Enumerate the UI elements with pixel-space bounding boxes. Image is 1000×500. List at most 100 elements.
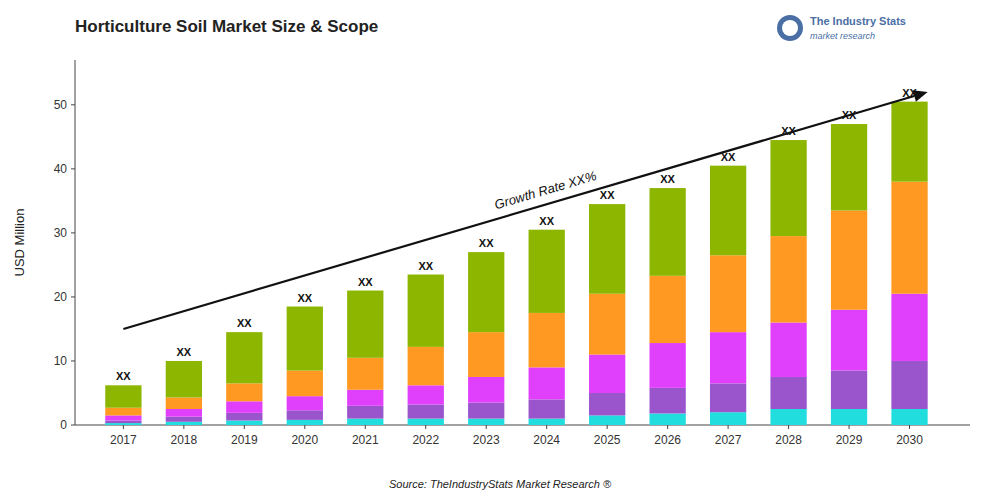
x-tick-label: 2019 [231, 433, 258, 447]
y-tick-label: 40 [54, 162, 68, 176]
bar-segment [408, 275, 444, 347]
bar-segment [831, 210, 867, 309]
bar-segment [347, 291, 383, 358]
bar-segment [770, 236, 806, 322]
x-tick-label: 2025 [594, 433, 621, 447]
bar-label: XX [539, 215, 554, 227]
bar-segment [226, 332, 262, 383]
bar-segment [529, 419, 565, 425]
bar-segment [589, 204, 625, 294]
bar-segment [347, 419, 383, 425]
bar-segment [468, 403, 504, 419]
x-tick [365, 425, 366, 429]
bar-segment [468, 332, 504, 377]
bar-label: XX [418, 260, 433, 272]
bar-segment [710, 383, 746, 412]
x-tick-label: 2027 [715, 433, 742, 447]
logo-text: market research [810, 31, 875, 41]
bar-segment [831, 124, 867, 210]
y-tick-label: 10 [54, 354, 68, 368]
bar-segment [105, 408, 141, 416]
y-tick [71, 296, 75, 297]
x-tick [546, 425, 547, 429]
bar-segment [891, 294, 927, 361]
bar-segment [347, 406, 383, 419]
bar-label: XX [116, 370, 131, 382]
bar-segment [710, 166, 746, 256]
bar-segment [166, 409, 202, 417]
logo-icon [777, 15, 803, 41]
x-tick-label: 2018 [170, 433, 197, 447]
bar-segment [770, 377, 806, 409]
bar-segment [468, 252, 504, 332]
bar-segment [589, 415, 625, 425]
growth-arrow-head [913, 90, 928, 102]
source: Source: TheIndustryStats Market Research… [389, 478, 612, 490]
x-tick [123, 425, 124, 429]
x-tick [244, 425, 245, 429]
bar-segment [105, 385, 141, 407]
bar-segment [529, 230, 565, 313]
x-tick-label: 2029 [836, 433, 863, 447]
x-tick-label: 2021 [352, 433, 379, 447]
title: Horticulture Soil Market Size & Scope [75, 17, 378, 36]
bar-segment [347, 390, 383, 406]
bar-segment [649, 388, 685, 414]
y-axis-line [75, 60, 76, 425]
x-tick [304, 425, 305, 429]
bar-segment [226, 413, 262, 421]
bar-segment [468, 419, 504, 425]
bar-segment [105, 421, 141, 424]
bar-segment [226, 401, 262, 413]
logo: The Industry Stats market research [777, 15, 906, 41]
bar-segment [770, 140, 806, 236]
y-axis-label: USD Million [12, 209, 27, 277]
axes: 0102030405020172018201920202021202220232… [12, 60, 970, 447]
bar-segment [105, 423, 141, 425]
bar-segment [408, 419, 444, 425]
bar-segment [166, 422, 202, 425]
bar-segment [287, 307, 323, 371]
bar-segment [589, 355, 625, 393]
bar-segment [287, 371, 323, 397]
bar-segment [166, 361, 202, 398]
x-tick-label: 2030 [896, 433, 923, 447]
bar-segment [649, 188, 685, 276]
bar-segment [831, 409, 867, 425]
bar-label: XX [600, 189, 615, 201]
bar-label: XX [297, 292, 312, 304]
x-tick [486, 425, 487, 429]
bar-segment [529, 399, 565, 418]
bar-segment [166, 417, 202, 422]
bar-segment [891, 361, 927, 409]
bar-label: XX [358, 276, 373, 288]
bar-segment [529, 313, 565, 367]
bar-segment [891, 409, 927, 425]
y-tick-label: 20 [54, 290, 68, 304]
growth-arrow [123, 96, 914, 329]
y-tick-label: 0 [60, 418, 67, 432]
bar-segment [408, 405, 444, 419]
x-tick-label: 2024 [533, 433, 560, 447]
x-tick [728, 425, 729, 429]
bar-segment [710, 255, 746, 332]
x-tick [183, 425, 184, 429]
x-tick [425, 425, 426, 429]
x-tick [667, 425, 668, 429]
y-tick [71, 425, 75, 426]
y-tick [71, 232, 75, 233]
x-tick [849, 425, 850, 429]
bar-segment [287, 410, 323, 420]
growth-label: Growth Rate XX% [493, 168, 598, 212]
bar-segment [408, 347, 444, 385]
y-tick [71, 168, 75, 169]
bar-segment [891, 102, 927, 182]
y-tick [71, 104, 75, 105]
x-tick-label: 2026 [654, 433, 681, 447]
bar-segment [287, 420, 323, 425]
bar-segment [468, 377, 504, 403]
x-tick [607, 425, 608, 429]
bar-label: XX [660, 173, 675, 185]
bar-segment [891, 182, 927, 294]
logo-text: The Industry Stats [810, 15, 906, 27]
